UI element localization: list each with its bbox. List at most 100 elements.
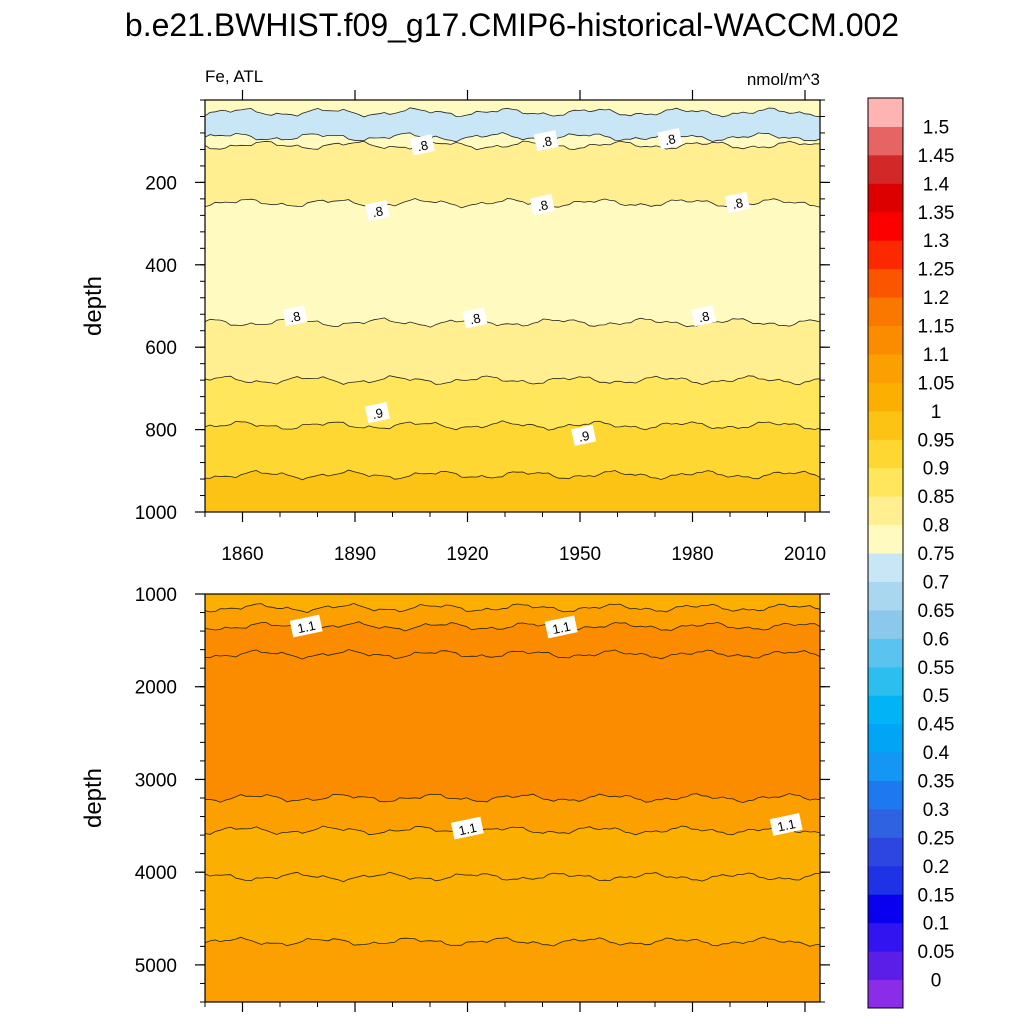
colorbar-label: 1.25	[918, 260, 955, 281]
colorbar-swatch	[868, 808, 903, 838]
colorbar-swatch	[868, 297, 903, 326]
colorbar-label: 0.05	[918, 942, 955, 963]
colorbar-swatch	[868, 638, 903, 668]
colorbar-label: 0.5	[923, 686, 949, 707]
colorbar-swatch	[868, 581, 903, 611]
contour-line	[205, 420, 820, 431]
contour-band	[205, 937, 820, 1002]
contour-label: 1.1	[289, 614, 323, 638]
colorbar-label: 0.9	[923, 459, 949, 480]
colorbar-label: 1.4	[923, 174, 950, 195]
y-tick-label: 5000	[135, 956, 177, 977]
colorbar-swatch	[868, 353, 903, 383]
colorbar-swatch	[868, 865, 903, 895]
colorbar-label: 0.65	[918, 601, 955, 622]
colorbar-label: 0.7	[923, 572, 949, 593]
contour-line	[205, 793, 820, 804]
colorbar-label: 0.85	[918, 487, 955, 508]
svg-text:.8: .8	[663, 131, 677, 148]
contour-line	[205, 375, 820, 386]
svg-text:1.1: 1.1	[457, 820, 478, 838]
colorbar-swatch	[868, 979, 903, 1009]
x-tick-label: 1920	[446, 544, 488, 565]
colorbar-swatch	[868, 752, 903, 781]
y-tick-label: 800	[145, 421, 177, 442]
colorbar-label: 1.15	[918, 317, 955, 338]
contour-label: .8	[657, 128, 683, 150]
colorbar-label: 0.45	[918, 715, 955, 736]
colorbar-swatch	[868, 951, 903, 981]
svg-text:.8: .8	[731, 195, 745, 212]
svg-text:.8: .8	[416, 137, 430, 154]
colorbar-swatch	[868, 126, 903, 156]
colorbar-swatch	[868, 524, 903, 554]
x-tick-label: 1890	[334, 544, 376, 565]
contour-line	[205, 649, 820, 660]
contour-line	[205, 469, 820, 481]
contour-line	[205, 198, 820, 209]
colorbar-label: 1	[931, 402, 942, 423]
colorbar-label: 0.4	[923, 743, 950, 764]
contour-line	[205, 317, 820, 328]
colorbar-swatch	[868, 695, 903, 725]
svg-text:.8: .8	[371, 203, 385, 220]
svg-text:.9: .9	[577, 428, 591, 445]
colorbar-swatch	[868, 410, 903, 440]
colorbar-frame	[867, 97, 904, 1009]
contour-label: .9	[364, 402, 390, 424]
contour-label: .8	[409, 134, 435, 156]
contour-line	[205, 132, 820, 143]
colorbar-label: 0.95	[918, 430, 955, 451]
contour-label: 1.1	[769, 812, 803, 836]
y-tick-label: 400	[145, 256, 177, 277]
colorbar-label: 0.25	[918, 828, 955, 849]
colorbar-label: 0.3	[923, 800, 949, 821]
contour-line	[205, 602, 820, 614]
svg-text:.8: .8	[288, 308, 302, 325]
contour-label: .8	[529, 194, 555, 216]
x-tick-label: 1980	[671, 544, 713, 565]
x-tick-label: 1860	[221, 544, 263, 565]
colorbar-swatch	[868, 240, 903, 270]
contour-label: 1.1	[544, 615, 578, 639]
colorbar-label: 1.45	[918, 146, 955, 167]
contour-label: .8	[533, 130, 559, 152]
y-tick-label: 200	[145, 173, 177, 194]
colorbar-label: 0.1	[923, 914, 949, 935]
colorbar-label: 0.8	[923, 516, 949, 537]
colorbar-label: 0.2	[923, 857, 949, 878]
time-axis: 1860 1890 1920 1950 1980 2010	[221, 544, 826, 565]
colorbar-swatch	[868, 922, 903, 952]
contour-label: .8	[691, 305, 717, 327]
contour-line	[205, 825, 820, 836]
units-label: nmol/m^3	[747, 70, 820, 89]
contour-line	[205, 936, 820, 947]
colorbar-swatch	[868, 496, 903, 526]
colorbar-swatch	[868, 154, 903, 184]
colorbar-label: 1.3	[923, 231, 949, 252]
y-tick-label: 3000	[135, 770, 177, 791]
colorbar-label: 0.35	[918, 772, 955, 793]
colorbar-label: 0.75	[918, 544, 955, 565]
svg-text:1.1: 1.1	[296, 618, 317, 636]
contour-label: .8	[282, 305, 308, 327]
plot-frame	[204, 99, 821, 513]
upper-depth-panel: .8 .8 .8 .8 .8 .8 .8 .8 .8 .9 .9 200 400 600 800 1000	[135, 90, 830, 524]
contour-line	[205, 107, 820, 118]
contour-label: .9	[571, 424, 597, 446]
svg-text:.8: .8	[468, 310, 482, 327]
svg-text:1.1: 1.1	[551, 619, 572, 637]
colorbar-swatch	[868, 894, 903, 924]
x-tick-label: 2010	[784, 544, 826, 565]
colorbar-swatch	[868, 609, 903, 639]
colorbar-label: 0.15	[918, 885, 955, 906]
colorbar: 0 0.05 0.1 0.15 0.2 0.25 0.3 0.35 0.4 0.45 0.5 0.55…	[867, 97, 955, 1009]
contour-label: .8	[364, 200, 390, 222]
y-tick-label: 4000	[135, 863, 177, 884]
y-axis-label-upper: depth	[80, 276, 107, 336]
svg-text:.8: .8	[536, 197, 550, 214]
y-tick-label: 2000	[135, 678, 177, 699]
colorbar-swatch	[868, 211, 903, 241]
contour-line	[205, 871, 820, 883]
colorbar-label: 1.5	[923, 117, 949, 138]
